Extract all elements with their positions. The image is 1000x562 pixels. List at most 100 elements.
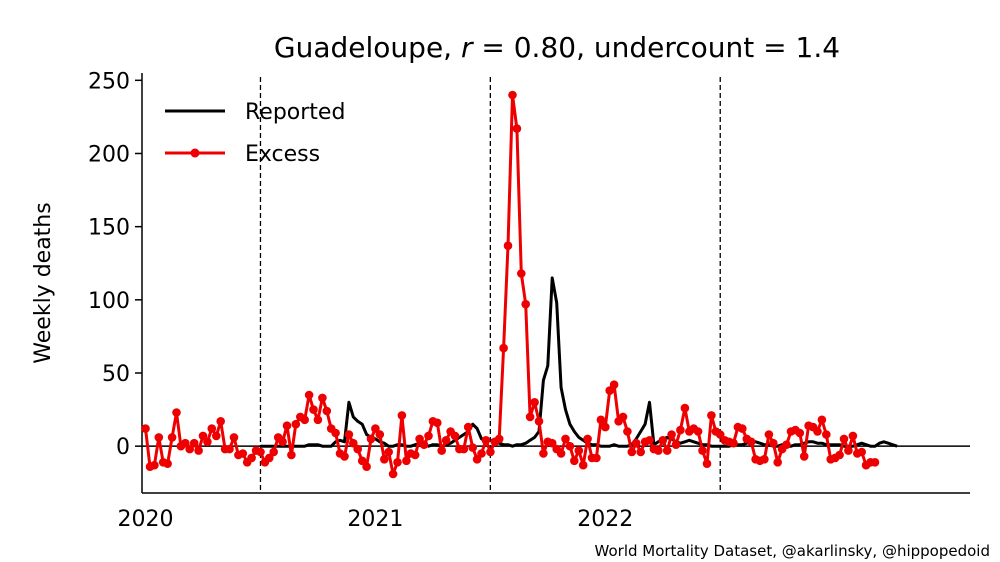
data-point-excess (654, 446, 663, 455)
data-point-excess (141, 424, 150, 433)
data-point-excess (565, 441, 575, 451)
data-point-excess (304, 390, 314, 400)
data-point-excess (547, 438, 557, 448)
data-point-excess (309, 405, 318, 414)
data-point-excess (782, 440, 791, 450)
data-point-excess (313, 415, 323, 425)
y-tick-label: 50 (102, 362, 130, 387)
y-tick-label: 0 (116, 435, 130, 460)
data-point-excess (150, 460, 159, 470)
y-tick-label: 150 (88, 216, 130, 241)
y-axis-label: Weekly deaths (31, 202, 56, 363)
data-point-excess (397, 411, 407, 420)
data-point-excess (340, 452, 349, 461)
data-point-excess (822, 430, 831, 439)
data-point-excess (517, 269, 526, 278)
data-point-excess (844, 446, 853, 455)
data-point-excess (229, 433, 239, 442)
data-point-excess (287, 450, 296, 460)
data-point-excess (715, 430, 725, 439)
data-point-excess (534, 417, 544, 426)
data-point-excess (698, 446, 707, 455)
data-point-excess (384, 447, 394, 457)
data-point-excess (167, 433, 177, 442)
data-point-excess (623, 427, 632, 436)
data-point-excess (870, 458, 880, 467)
x-tick-label: 2020 (118, 507, 174, 532)
legend-label-reported: Reported (245, 100, 345, 125)
data-point-excess (539, 449, 548, 458)
data-point-excess (344, 430, 354, 439)
data-point-excess (154, 433, 164, 442)
x-tick-label: 2021 (347, 507, 403, 532)
data-point-excess (247, 453, 256, 463)
data-point-excess (393, 458, 402, 467)
year-boundary-lines (259, 77, 721, 493)
data-point-excess (441, 436, 451, 445)
data-point-excess (601, 422, 610, 432)
data-point-excess (362, 462, 371, 472)
data-point-excess (225, 444, 234, 454)
data-point-excess (631, 438, 641, 448)
data-point-excess (216, 417, 225, 426)
data-point-excess (366, 434, 376, 444)
data-point-excess (627, 447, 637, 457)
data-point-excess (605, 386, 614, 395)
y-tick-label: 100 (88, 289, 130, 314)
data-point-excess (729, 438, 738, 448)
data-point-excess (256, 447, 265, 457)
data-point-excess (322, 406, 332, 416)
data-point-excess (636, 447, 645, 457)
data-point-excess (738, 424, 747, 433)
data-point-excess (592, 453, 601, 463)
data-point-excess (477, 449, 486, 458)
data-point-excess (371, 424, 380, 433)
data-point-excess (353, 444, 363, 454)
data-point-excess (388, 469, 398, 479)
data-point-excess (746, 437, 756, 447)
data-point-excess (658, 436, 668, 445)
data-point-excess (375, 430, 385, 439)
data-point-excess (508, 90, 517, 100)
data-point-excess (163, 459, 172, 469)
data-point-excess (331, 428, 340, 438)
chart-title: Guadeloupe, r = 0.80, undercount = 1.4 (274, 31, 840, 64)
data-point-excess (525, 412, 535, 422)
data-point-excess (437, 446, 447, 455)
y-tick-label: 250 (88, 69, 130, 94)
data-point-excess (707, 411, 716, 420)
data-point-excess (503, 241, 513, 250)
data-point-excess (185, 444, 194, 454)
data-point-excess (769, 438, 778, 448)
data-point-excess (609, 380, 619, 390)
data-point-excess (645, 436, 654, 445)
data-point-excess (410, 450, 420, 460)
x-tick-label: 2022 (577, 507, 633, 532)
data-point-excess (671, 440, 681, 450)
data-point-excess (463, 422, 473, 432)
data-point-excess (194, 446, 203, 455)
y-axis-ticks: 0 50 100 150 200 250 (88, 69, 142, 460)
data-point-excess (481, 436, 491, 445)
data-point-excess (291, 419, 301, 429)
data-point-excess (424, 431, 433, 441)
data-point-excess (667, 430, 676, 439)
data-point-excess (578, 460, 588, 470)
credit-text: World Mortality Dataset, @akarlinsky, @h… (595, 542, 990, 560)
data-point-excess (813, 427, 822, 436)
legend-marker-excess (190, 148, 200, 158)
data-point-excess (212, 431, 221, 441)
data-point-excess (172, 408, 181, 417)
series-line-reported (260, 276, 898, 448)
data-point-excess (574, 446, 584, 455)
x-axis-ticks: 2020 2021 2022 (118, 507, 634, 532)
data-point-excess (662, 446, 672, 455)
data-point-excess (521, 299, 530, 309)
data-point-excess (238, 449, 248, 458)
data-point-excess (349, 438, 358, 448)
data-point-excess (300, 415, 310, 425)
data-point-excess (760, 455, 769, 464)
data-point-excess (450, 431, 460, 441)
legend-label-excess: Excess (245, 142, 320, 167)
